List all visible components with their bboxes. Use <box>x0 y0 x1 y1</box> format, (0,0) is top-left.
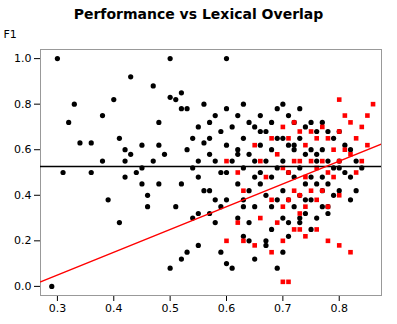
svg-text:0.5: 0.5 <box>161 302 179 315</box>
svg-text:0.8: 0.8 <box>14 98 32 111</box>
svg-text:0.2: 0.2 <box>14 234 32 247</box>
svg-text:0.3: 0.3 <box>49 302 66 315</box>
svg-text:0.8: 0.8 <box>330 302 348 315</box>
svg-text:0.6: 0.6 <box>14 143 32 156</box>
svg-text:0.6: 0.6 <box>218 302 236 315</box>
html-text:Performance vs Lexical Overlap: Performance vs Lexical Overlap <box>73 6 324 22</box>
svg-text:0.4: 0.4 <box>14 189 32 202</box>
svg-text:1.0: 1.0 <box>14 52 32 65</box>
svg-text:0.4: 0.4 <box>105 302 123 315</box>
svg-text:F1: F1 <box>4 28 17 41</box>
svg-text:0.7: 0.7 <box>274 302 292 315</box>
svg-text:0.0: 0.0 <box>14 280 32 293</box>
